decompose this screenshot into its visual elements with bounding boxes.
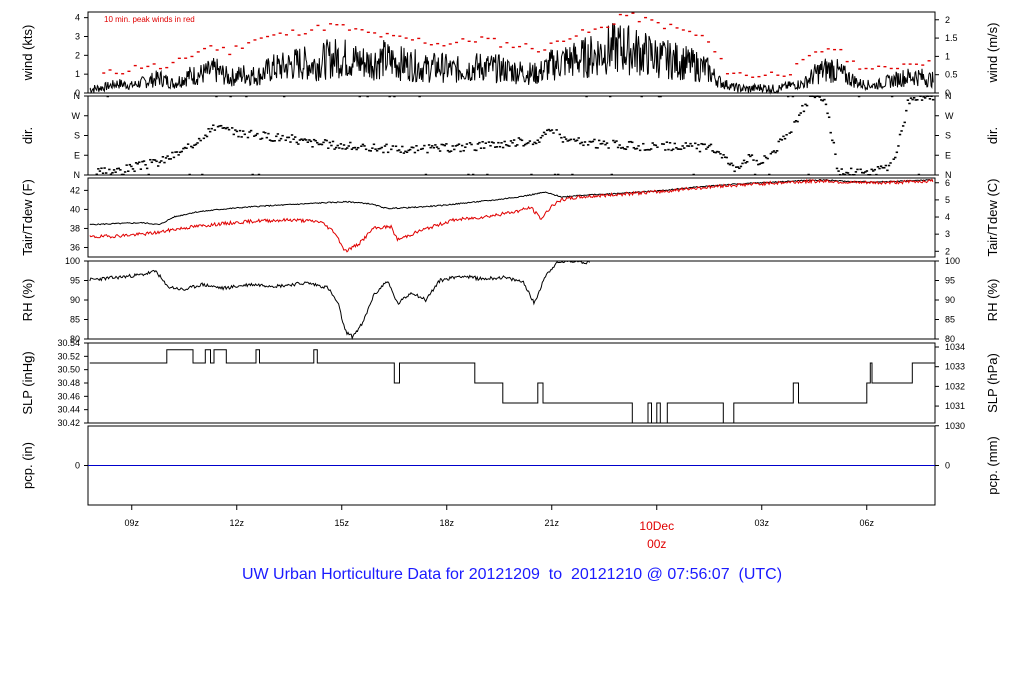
right-axis-label: wind (m/s) <box>985 23 1000 84</box>
panel-rh: RH (%) RH (%) 80 80 85 85 90 90 95 95 100 100 <box>20 256 1000 344</box>
left-tick-label: 30.50 <box>57 365 80 375</box>
right-tick-label: 4 <box>945 212 950 222</box>
left-tick-label: S <box>74 131 80 141</box>
panel-wind: wind (kts) wind (m/s) 0 1 2 3 4 0 0.5 1 1.5 2 10 min… <box>20 11 1000 98</box>
x-tick-label: 21z <box>544 518 559 528</box>
left-tick-label: 38 <box>70 223 80 233</box>
right-tick-label: 1033 <box>945 362 965 372</box>
x-tick-label: 18z <box>439 518 454 528</box>
left-tick-label: 30.48 <box>57 378 80 388</box>
left-axis-label: dir. <box>20 127 35 144</box>
left-tick-label: 42 <box>70 185 80 195</box>
left-tick-label: 100 <box>65 256 80 266</box>
peak-wind-annotation: 10 min. peak winds in red <box>104 15 195 24</box>
panel-frame <box>87 260 936 340</box>
chart-footer-title: UW Urban Horticulture Data for 20121209 … <box>241 566 783 583</box>
left-axis-label: RH (%) <box>20 279 35 322</box>
air-temperature-line <box>89 178 934 226</box>
right-tick-label: 95 <box>945 276 955 286</box>
left-tick-label: 85 <box>70 315 80 325</box>
right-tick-label: 0.5 <box>945 70 958 80</box>
x-tick-label: 03z <box>754 518 769 528</box>
left-tick-label: W <box>72 111 81 121</box>
right-tick-label: 80 <box>945 334 955 344</box>
right-tick-label: 6 <box>945 178 950 188</box>
panel-frame <box>87 11 936 94</box>
left-tick-label: 4 <box>75 13 80 23</box>
panel-frame <box>87 342 936 424</box>
right-tick-label: 0 <box>945 88 950 98</box>
right-tick-label: 1030 <box>945 421 965 431</box>
right-tick-label: 0 <box>945 461 950 471</box>
right-tick-label: 2 <box>945 246 950 256</box>
left-tick-label: 95 <box>70 276 80 286</box>
left-tick-label: 36 <box>70 242 80 252</box>
wind-speed-line <box>89 23 934 95</box>
right-tick-label: 1031 <box>945 401 965 411</box>
left-tick-label: E <box>74 150 80 160</box>
day-marker-date: 10Dec <box>639 519 674 533</box>
left-tick-label: N <box>74 170 81 180</box>
left-tick-label: 30.46 <box>57 391 80 401</box>
panel-slp: SLP (inHg) SLP (hPa) 30.42 30.44 30.46 30.48 3… <box>20 338 1000 431</box>
x-tick-label: 12z <box>229 518 244 528</box>
left-tick-label: 30.42 <box>57 418 80 428</box>
right-tick-label: N <box>945 91 952 101</box>
right-tick-label: 5 <box>945 195 950 205</box>
x-tick-label: 09z <box>124 518 139 528</box>
right-axis-label: pcp. (mm) <box>985 436 1000 495</box>
left-tick-label: 2 <box>75 50 80 60</box>
x-tick-label: 15z <box>334 518 349 528</box>
humidity-line <box>89 260 590 340</box>
left-tick-label: 0 <box>75 88 80 98</box>
left-axis-label: SLP (inHg) <box>20 351 35 414</box>
right-tick-label: 1034 <box>945 342 965 352</box>
right-tick-label: 100 <box>945 256 960 266</box>
right-axis-label: RH (%) <box>985 279 1000 322</box>
panel-precip: pcp. (in) pcp. (mm) 0 0 <box>20 425 1000 506</box>
left-tick-label: 30.52 <box>57 351 80 361</box>
left-tick-label: 3 <box>75 31 80 41</box>
right-tick-label: 1 <box>945 51 950 61</box>
left-tick-label: 1 <box>75 69 80 79</box>
pressure-line <box>89 349 935 424</box>
right-tick-label: S <box>945 131 951 141</box>
panel-frame <box>87 95 936 176</box>
right-tick-label: 1.5 <box>945 33 958 43</box>
right-tick-label: 1032 <box>945 381 965 391</box>
left-tick-label: 80 <box>70 334 80 344</box>
x-tick-label: 06z <box>859 518 874 528</box>
left-axis-label: Tair/Tdew (F) <box>20 179 35 256</box>
right-tick-label: 3 <box>945 229 950 239</box>
right-axis-label: Tair/Tdew (C) <box>985 178 1000 256</box>
right-tick-label: 2 <box>945 15 950 25</box>
panel-dir: dir. dir.N NE ES SW WN N <box>20 91 1000 180</box>
panel-frame <box>87 177 936 258</box>
right-tick-label: E <box>945 150 951 160</box>
right-tick-label: N <box>945 170 952 180</box>
day-marker-hour: 00z <box>647 537 666 551</box>
right-axis-label: SLP (hPa) <box>985 353 1000 413</box>
right-tick-label: 90 <box>945 295 955 305</box>
left-tick-label: 90 <box>70 295 80 305</box>
left-tick-label: 30.44 <box>57 405 80 415</box>
right-tick-label: 85 <box>945 315 955 325</box>
time-axis: 09z 12z 15z 18z 21z 03z 06z 10Dec 00z <box>124 505 875 551</box>
left-tick-label: 0 <box>75 461 80 471</box>
right-axis-label: dir. <box>985 127 1000 144</box>
left-tick-label: 30.54 <box>57 338 80 348</box>
left-tick-label: 40 <box>70 204 80 214</box>
left-axis-label: pcp. (in) <box>20 442 35 489</box>
right-tick-label: W <box>945 111 954 121</box>
left-axis-label: wind (kts) <box>20 25 35 82</box>
left-tick-label: N <box>74 91 81 101</box>
dewpoint-line <box>89 178 934 253</box>
